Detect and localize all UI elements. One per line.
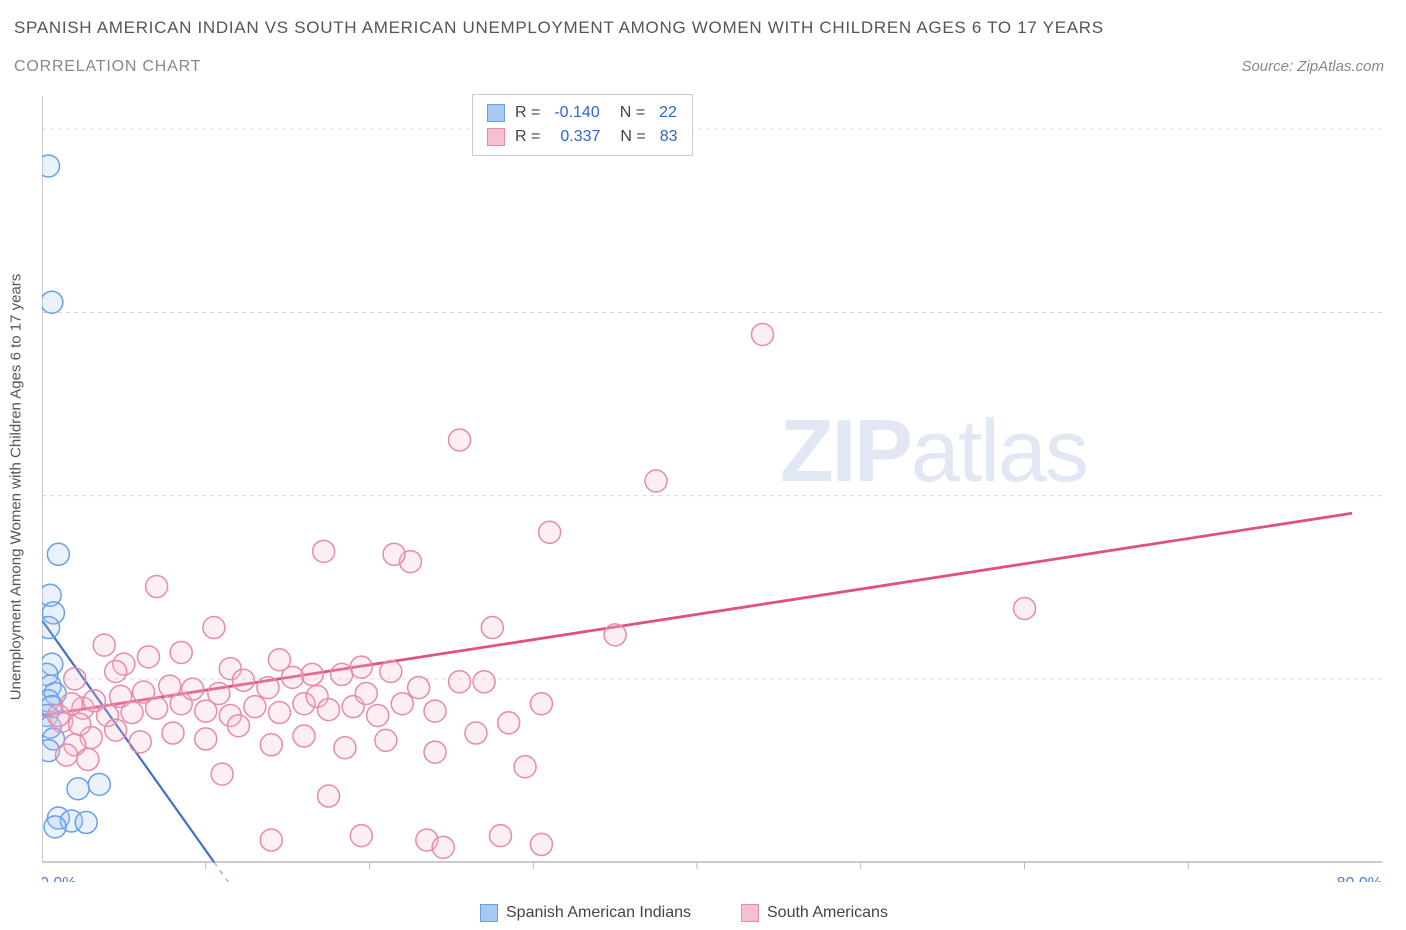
n-label: N = <box>620 125 645 149</box>
n-label: N = <box>620 101 645 125</box>
correlation-legend: R = -0.140 N = 22 R = 0.337 N = 83 <box>472 94 693 156</box>
legend-label: Spanish American Indians <box>506 904 691 922</box>
scatter-plot: 12.5%25.0%37.5%50.0%0.0%80.0% <box>42 92 1388 882</box>
chart-container: Unemployment Among Women with Children A… <box>42 92 1388 882</box>
legend-row: R = 0.337 N = 83 <box>487 125 678 149</box>
r-value: 0.337 <box>560 125 600 149</box>
legend-row: R = -0.140 N = 22 <box>487 101 678 125</box>
r-value: -0.140 <box>554 101 599 125</box>
source-attribution: Source: ZipAtlas.com <box>1241 58 1384 75</box>
svg-text:80.0%: 80.0% <box>1337 875 1382 882</box>
n-value: 83 <box>660 125 678 149</box>
legend-item: South Americans <box>741 904 888 922</box>
r-label: R = <box>515 101 540 125</box>
legend-swatch-blue <box>487 104 505 122</box>
legend-swatch-blue <box>480 904 498 922</box>
svg-text:0.0%: 0.0% <box>42 875 76 882</box>
series-legend: Spanish American Indians South Americans <box>480 904 888 922</box>
legend-swatch-pink <box>487 128 505 146</box>
y-axis-label: Unemployment Among Women with Children A… <box>8 274 25 701</box>
legend-swatch-pink <box>741 904 759 922</box>
n-value: 22 <box>659 101 677 125</box>
legend-item: Spanish American Indians <box>480 904 691 922</box>
chart-title: SPANISH AMERICAN INDIAN VS SOUTH AMERICA… <box>14 18 1104 38</box>
legend-label: South Americans <box>767 904 888 922</box>
r-label: R = <box>515 125 540 149</box>
chart-subtitle: CORRELATION CHART <box>14 58 201 76</box>
